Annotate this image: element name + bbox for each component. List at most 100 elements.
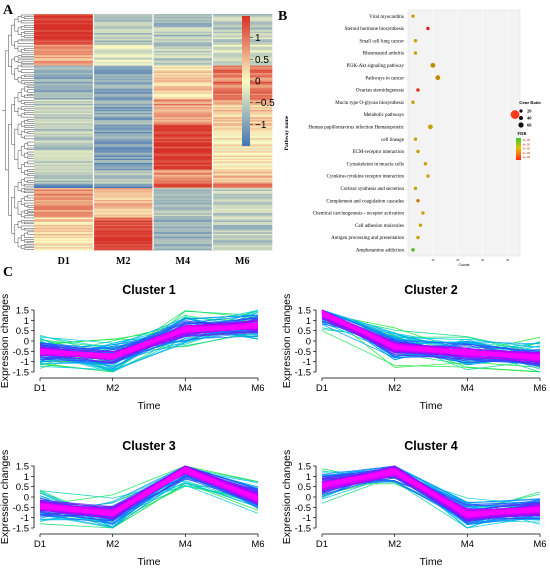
- heatmap-cell: [153, 242, 213, 245]
- heatmap-cell: [153, 126, 213, 128]
- y-tick-label: 1: [306, 472, 311, 483]
- heatmap-cell: [93, 241, 154, 244]
- heatmap-cell: [34, 123, 94, 126]
- heatmap-cell: [153, 220, 213, 223]
- y-tick-label: -1.5: [295, 524, 311, 535]
- heatmap-cell: [153, 58, 213, 61]
- heatmap-cell: [93, 180, 154, 183]
- heatmap-cell: [153, 77, 213, 80]
- heatmap-cell: [153, 18, 213, 21]
- heatmap-cell: [153, 154, 213, 157]
- heatmap-cell: [153, 101, 213, 103]
- heatmap-cell: [93, 248, 154, 251]
- heatmap-cell: [93, 108, 154, 111]
- heatmap-cell: [93, 16, 154, 19]
- y-tick-label: 0.5: [16, 482, 29, 493]
- heatmap-cell: [153, 198, 213, 201]
- heatmap-cell: [93, 30, 154, 33]
- heatmap-cell: [93, 219, 154, 221]
- heatmap-cell: [153, 173, 213, 176]
- x-axis-label: Time: [420, 400, 443, 412]
- pathway-dot: [426, 174, 430, 178]
- heatmap-cell: [93, 244, 154, 246]
- heatmap-cell: [153, 19, 213, 22]
- pathway-dot: [411, 100, 415, 104]
- heatmap-cell: [212, 223, 273, 226]
- heatmap-cell: [34, 202, 94, 205]
- heatmap-cell: [93, 102, 154, 105]
- pathway-dot: [413, 39, 418, 43]
- heatmap-cell: [212, 176, 273, 179]
- heatmap-cell: [34, 208, 94, 211]
- heatmap-cell: [93, 142, 154, 145]
- heatmap-cell: [153, 199, 213, 202]
- heatmap-cell: [93, 118, 154, 121]
- pathway-dot: [413, 186, 418, 191]
- heatmap-cell: [34, 114, 94, 117]
- heatmap-cell: [153, 183, 213, 186]
- heatmap-cell: [34, 248, 94, 251]
- heatmap-cell: [212, 149, 273, 152]
- heatmap-cell: [34, 111, 94, 114]
- heatmap-cell: [212, 217, 273, 220]
- heatmap-cell: [34, 117, 94, 120]
- heatmap-cell: [93, 64, 154, 67]
- heatmap-cell: [93, 216, 154, 218]
- heatmap-cell: [153, 247, 213, 249]
- heatmap-cell: [212, 248, 273, 251]
- y-tick-label: 0.5: [298, 326, 311, 337]
- heatmap-cell: [34, 67, 94, 69]
- heatmap-cell: [34, 14, 94, 16]
- heatmap-cell: [153, 28, 213, 31]
- heatmap-cell: [34, 142, 94, 145]
- pathway-dot: [421, 211, 425, 215]
- x-tick-label: M6: [533, 539, 546, 550]
- x-tick-label: D1: [316, 383, 328, 394]
- heatmap-cell: [153, 133, 213, 136]
- heatmap-cell: [153, 161, 213, 164]
- heatmap-cell: [93, 39, 154, 41]
- y-tick-label: 0: [24, 493, 29, 504]
- heatmap-cell: [34, 241, 94, 244]
- pathway-label: Cytokine-cytokine receptor interaction: [327, 175, 405, 180]
- heatmap-cell: [34, 236, 94, 239]
- heatmap-cell: [212, 235, 273, 238]
- heatmap-cell: [153, 204, 213, 207]
- pathway-dot: [411, 248, 415, 252]
- heatmap-cell: [34, 87, 94, 90]
- colorbar-tick-label: 0.5: [255, 55, 269, 66]
- heatmap-cell: [93, 229, 154, 232]
- heatmap-cell: [93, 37, 154, 40]
- heatmap-cell: [93, 220, 154, 223]
- heatmap-cell: [93, 25, 154, 28]
- y-tick-label: 0.5: [298, 482, 311, 493]
- heatmap-cell: [212, 152, 273, 155]
- heatmap-cell: [34, 183, 94, 186]
- heatmap-cell: [93, 224, 154, 227]
- heatmap-cell: [153, 105, 213, 108]
- heatmap-cell: [93, 199, 154, 202]
- heatmap-cell: [212, 230, 273, 233]
- heatmap-cell: [212, 185, 273, 187]
- heatmap-cell: [153, 81, 213, 84]
- y-tick-label: 1: [24, 472, 29, 483]
- heatmap-cell: [153, 151, 213, 154]
- heatmap-cell: [34, 242, 94, 245]
- dotplot-plot-area: [407, 9, 521, 257]
- heatmap-cell: [93, 182, 154, 185]
- heatmap-cell: [34, 93, 94, 96]
- y-tick-label: -1.5: [295, 368, 311, 379]
- heatmap-cell: [93, 56, 154, 59]
- heatmap-cell: [153, 224, 213, 227]
- heatmap-cell: [153, 226, 213, 229]
- heatmap-cell: [153, 123, 213, 126]
- heatmap-cell: [93, 71, 154, 74]
- heatmap-cell: [153, 179, 213, 182]
- heatmap-cell: [34, 213, 94, 216]
- cluster-traces: [321, 465, 541, 529]
- size-legend-title: Gene Ratio: [519, 100, 541, 105]
- heatmap-cell: [34, 199, 94, 202]
- heatmap-cell: [34, 235, 94, 238]
- heatmap-cell: [93, 83, 154, 86]
- heatmap-column-label: M2: [116, 256, 130, 267]
